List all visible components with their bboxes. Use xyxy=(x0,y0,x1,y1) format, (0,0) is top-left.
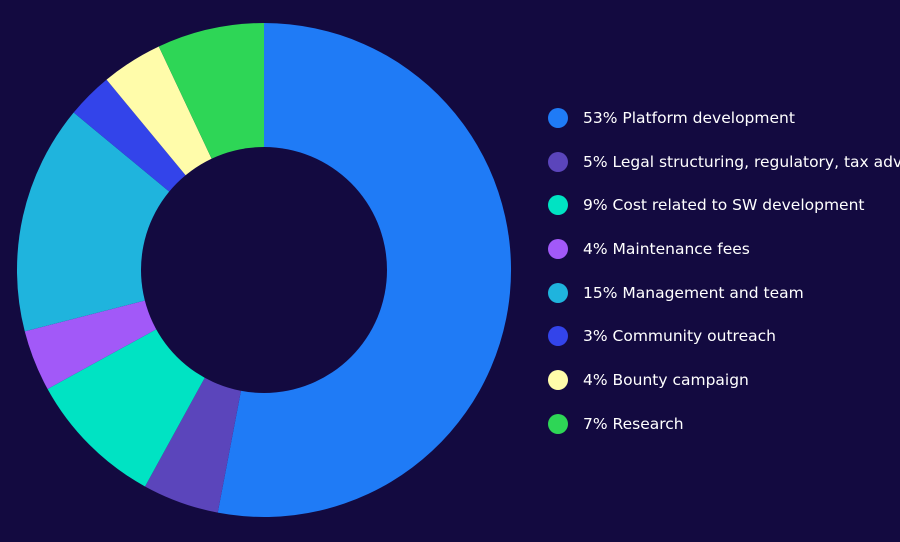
legend-label: 5% Legal structuring, regulatory, tax ad… xyxy=(583,152,900,171)
legend-item-management-and-team: 15% Management and team xyxy=(548,271,900,315)
donut-chart xyxy=(16,22,512,517)
legend-item-research: 7% Research xyxy=(548,402,900,446)
legend-item-maintenance-fees: 4% Maintenance fees xyxy=(548,227,900,271)
legend-swatch xyxy=(548,282,568,303)
legend-swatch xyxy=(548,326,568,347)
legend-item-legal-structuring-regulatory-tax-advice: 5% Legal structuring, regulatory, tax ad… xyxy=(548,140,900,184)
chart-legend: 53% Platform development 5% Legal structu… xyxy=(548,96,900,446)
legend-swatch xyxy=(548,151,568,172)
legend-label: 9% Cost related to SW development xyxy=(583,196,865,215)
legend-label: 3% Community outreach xyxy=(583,327,776,346)
legend-swatch xyxy=(548,238,568,259)
legend-item-platform-development: 53% Platform development xyxy=(548,96,900,140)
legend-label: 15% Management and team xyxy=(583,283,804,302)
legend-item-bounty-campaign: 4% Bounty campaign xyxy=(548,358,900,402)
legend-label: 4% Maintenance fees xyxy=(583,239,750,258)
legend-label: 7% Research xyxy=(583,414,684,433)
legend-item-community-outreach: 3% Community outreach xyxy=(548,314,900,358)
legend-label: 4% Bounty campaign xyxy=(583,370,749,389)
legend-swatch xyxy=(548,369,568,390)
donut-hole xyxy=(141,147,387,393)
legend-item-cost-related-to-sw-development: 9% Cost related to SW development xyxy=(548,183,900,227)
legend-swatch xyxy=(548,413,568,434)
legend-swatch xyxy=(548,107,568,128)
legend-label: 53% Platform development xyxy=(583,108,795,127)
legend-swatch xyxy=(548,195,568,216)
